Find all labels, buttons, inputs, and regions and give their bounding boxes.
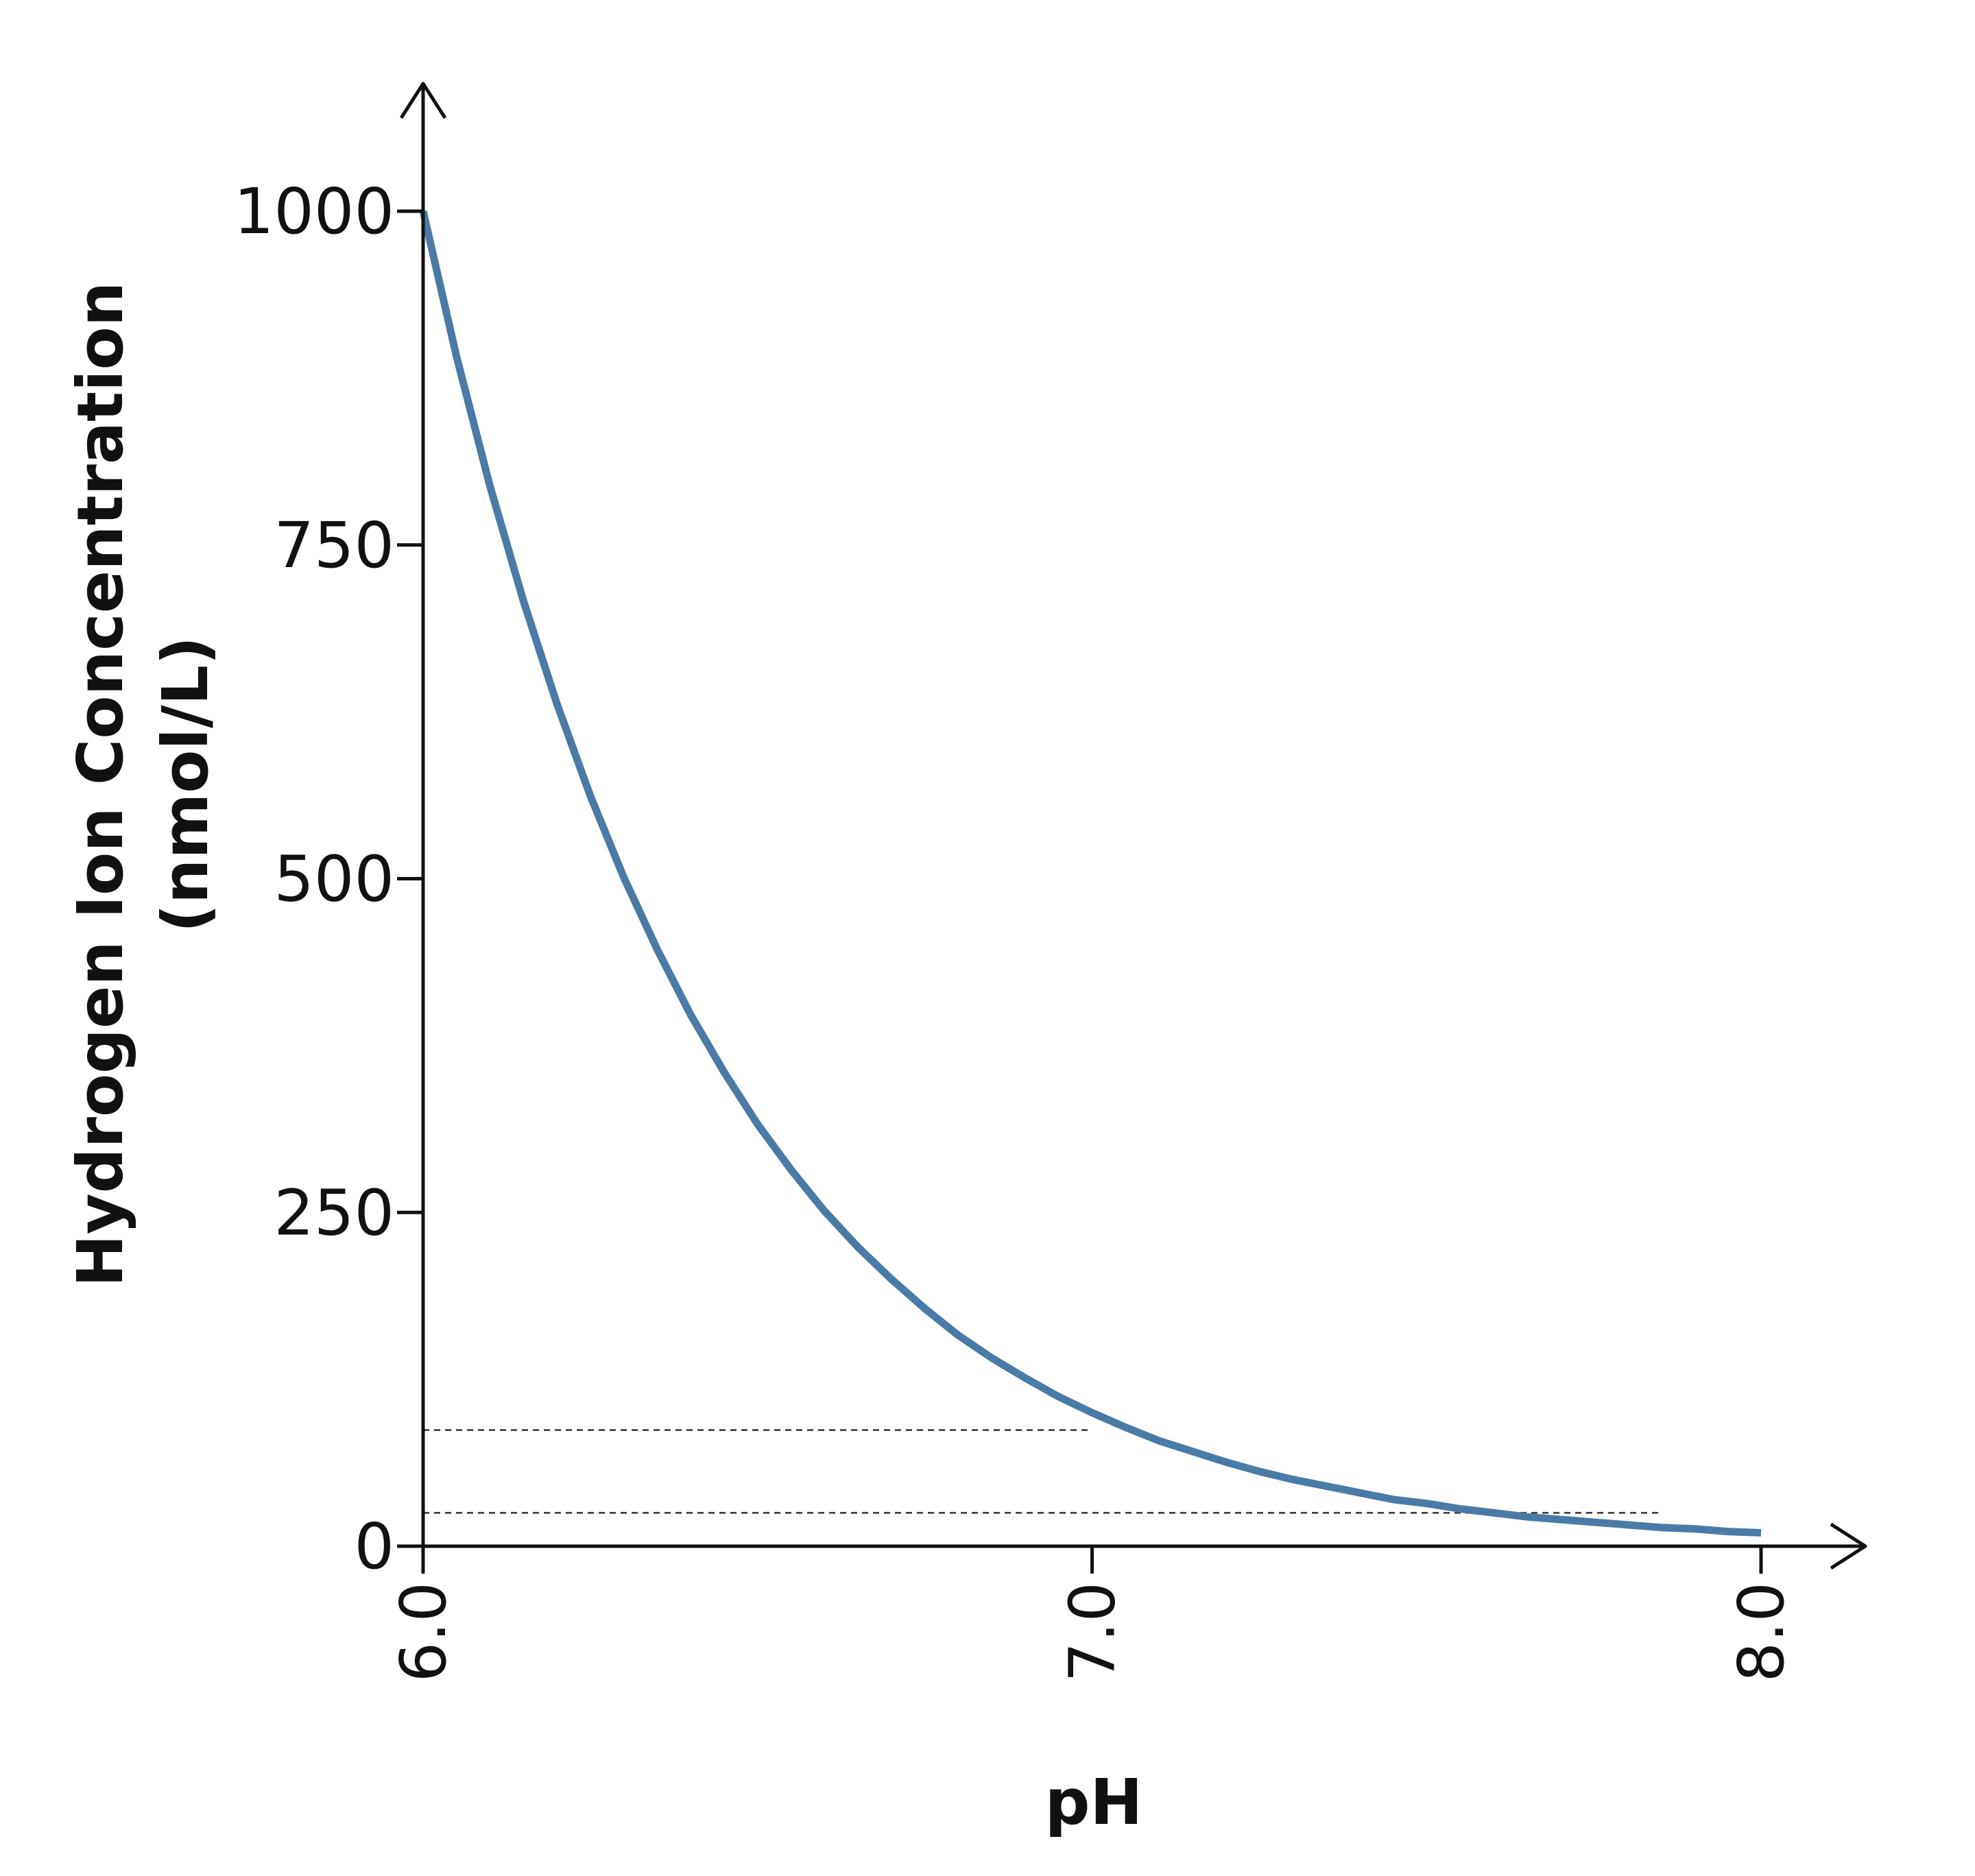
reference-lines — [423, 1429, 1661, 1514]
x-tick-label-6.0: 6.0 — [387, 1582, 460, 1682]
y-tick-label-500: 500 — [274, 843, 394, 916]
y-tick-label-0: 0 — [354, 1510, 394, 1583]
x-tick-label-8.0: 8.0 — [1725, 1582, 1798, 1682]
y-tick-label-1000: 1000 — [234, 175, 394, 248]
y-tick-label-250: 250 — [274, 1176, 394, 1249]
series-layer — [419, 210, 1762, 1537]
x-axis-title: pH — [1045, 1766, 1143, 1839]
y-tick-label-750: 750 — [274, 509, 394, 582]
x-tick-label-7.0: 7.0 — [1056, 1582, 1129, 1682]
axes — [399, 82, 1867, 1570]
y-axis-title-line-2: (nmol/L) — [149, 636, 222, 933]
y-axis-arrow — [399, 82, 447, 119]
y-axis-title: Hydrogen Ion Concentration (nmol/L) — [64, 282, 222, 1287]
x-axis-arrow — [1830, 1522, 1867, 1570]
series-line-1 — [419, 210, 1762, 1537]
y-axis-title-line-1: Hydrogen Ion Concentration — [64, 282, 137, 1287]
ticks: 0 250 500 750 1000 6.0 7.0 8.0 — [234, 175, 1798, 1682]
